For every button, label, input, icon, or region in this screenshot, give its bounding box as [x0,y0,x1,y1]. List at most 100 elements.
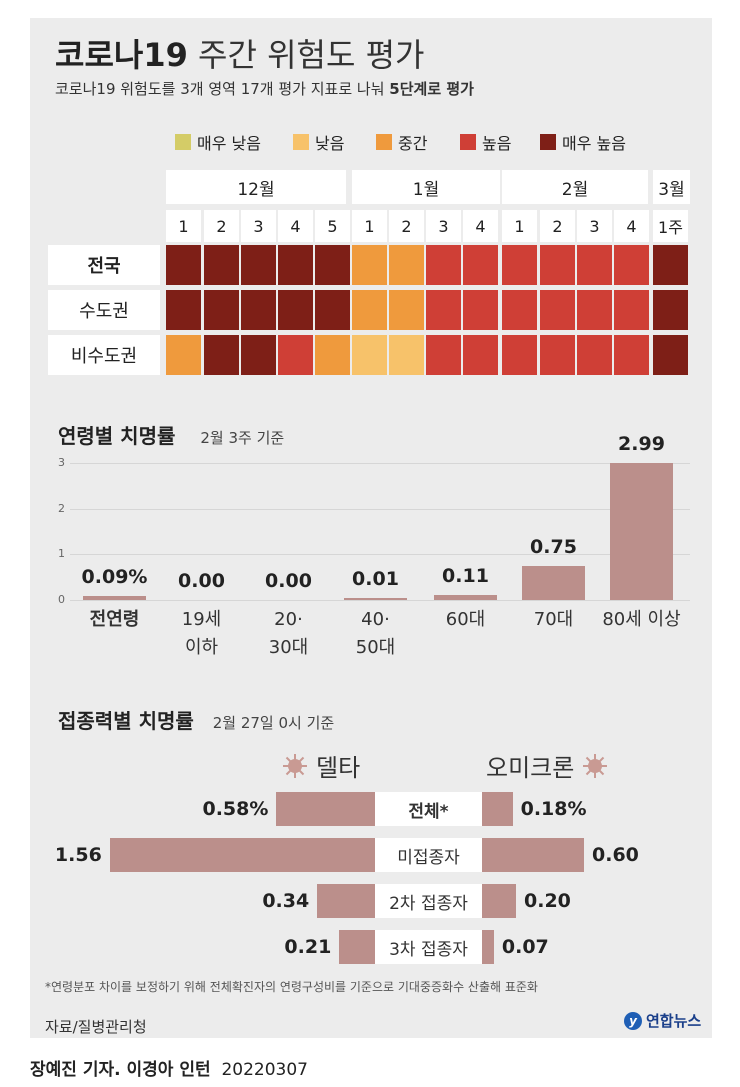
y-tick-label: 1 [58,547,65,561]
week-cell: 1주 [653,210,688,242]
age-chart-note: 2월 3주 기준 [200,429,285,447]
month-band: 2월 [502,170,648,204]
heatmap-cell [653,290,688,330]
heatmap-cell [389,290,424,330]
heatmap-cell [426,290,461,330]
heatmap-cell [540,335,575,375]
delta-series-label: 델타 [282,748,360,783]
omicron-bar-value: 0.60 [592,844,639,866]
week-cell: 1 [502,210,537,242]
week-cell: 3 [577,210,612,242]
heatmap-cell [278,290,313,330]
delta-bar [276,792,375,826]
heatmap-cell [614,335,649,375]
week-cell: 4 [614,210,649,242]
virus-icon [583,753,608,778]
legend-swatch [376,134,392,150]
heatmap-cell [426,245,461,285]
virus-icon [283,753,307,778]
legend-label: 높음 [482,134,512,153]
age-category-line: 80세 이상 [602,609,681,630]
omicron-bar [482,792,513,826]
legend-label: 낮음 [315,134,345,153]
week-cell: 2 [204,210,239,242]
category-label: 전체* [375,792,482,826]
gridline [70,463,690,464]
logo-mark-icon: y [624,1011,642,1030]
legend-item: 낮음 [293,130,344,154]
row-label: 수도권 [48,290,160,330]
legend-label: 매우 낮음 [197,134,261,153]
age-bar [344,598,407,600]
omicron-bar [482,838,584,872]
heatmap-cell [502,245,537,285]
gridline [70,508,690,510]
heatmap-cell [502,290,537,330]
source-text: 자료/질병관리청 [45,1018,147,1036]
age-category-label: 60대 [416,606,516,634]
week-cell: 2 [389,210,424,242]
age-bar-value: 2.99 [618,433,665,456]
delta-bar-value: 0.21 [284,936,332,958]
age-bar-value: 0.09% [81,565,148,588]
heatmap-cell [241,290,276,330]
category-label: 2차 접종자 [375,884,482,918]
month-band: 1월 [352,170,500,204]
y-tick-label: 3 [58,456,65,469]
yonhap-logo: y 연합뉴스 [624,1010,701,1031]
page-subtitle: 코로나19 위험도를 3개 영역 17개 평가 지표로 나눠 5단계로 평가 [55,80,474,98]
age-bar-value: 0.00 [265,570,312,592]
age-category-label: 19세 이하 [152,606,252,662]
gridline [70,600,690,601]
heatmap-cell [502,335,537,375]
month-band: 3월 [653,170,690,204]
heatmap-cell [352,290,387,330]
heatmap-cell [166,335,201,375]
age-category-label: 80세 이상 [592,606,692,634]
omicron-bar-value: 0.20 [524,890,571,912]
omicron-series-label: 오미크론 [486,748,608,783]
heatmap-cell [315,245,350,285]
legend-item: 매우 높음 [540,130,626,154]
omicron-bar-value: 0.07 [501,936,549,958]
heatmap-cell [352,245,387,285]
heatmap-cell [426,335,461,375]
age-category-line: 40· [361,609,390,630]
legend-label: 중간 [398,134,428,153]
heatmap-cell [540,290,575,330]
age-category-line: 60대 [445,609,486,630]
row-label: 전국 [48,245,160,285]
heatmap-cell [463,335,498,375]
legend-item: 중간 [376,130,427,154]
heatmap-cell [463,245,498,285]
age-bar-value: 0.11 [442,564,489,587]
age-bar [610,463,673,600]
week-cell: 4 [463,210,498,242]
age-bar [434,594,497,600]
age-bar-value: 0.75 [530,535,577,558]
delta-bar [109,838,375,872]
y-tick-label: 2 [58,501,65,515]
heatmap-cell [614,290,649,330]
gridline [70,554,690,556]
legend-label: 매우 높음 [562,134,626,153]
age-category-label: 40· 50대 [326,606,426,662]
age-bar [83,595,146,600]
heatmap-cell [315,335,350,375]
age-category-label: 70대 [504,606,604,634]
heatmap-cell [241,335,276,375]
heatmap-cell [463,290,498,330]
legend-item: 높음 [460,130,511,154]
row-label: 비수도권 [48,335,160,375]
category-label: 3차 접종자 [375,930,482,964]
week-cell: 1 [352,210,387,242]
week-cell: 3 [241,210,276,242]
heatmap-cell [389,245,424,285]
age-category-line: 이하 [184,637,219,658]
heatmap-cell [389,335,424,375]
age-category-line: 50대 [355,637,396,658]
heatmap-cell [352,335,387,375]
age-category-line: 전연령 [89,609,140,630]
heatmap-cell [577,290,612,330]
vacc-chart-note: 2월 27일 0시 기준 [212,714,335,732]
